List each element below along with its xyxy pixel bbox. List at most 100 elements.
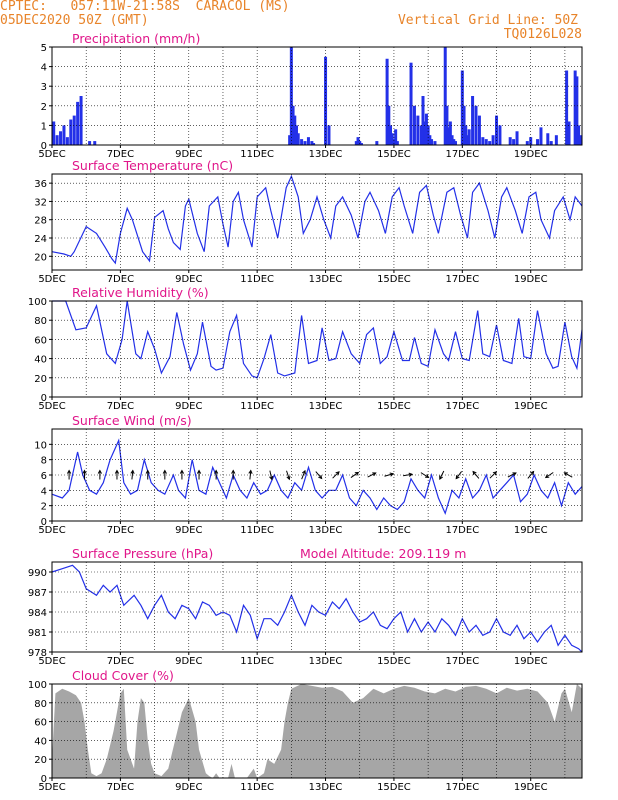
precip-bar xyxy=(300,139,304,145)
xtick-label: 15DEC xyxy=(377,782,411,793)
ytick-label: 32 xyxy=(34,197,47,208)
plot-frame xyxy=(51,173,583,271)
precip-bar xyxy=(498,125,502,145)
xtick-label: 9DEC xyxy=(175,656,202,667)
precip-bar xyxy=(375,141,379,145)
xtick-label: 15DEC xyxy=(377,274,411,285)
precip-bar xyxy=(467,129,471,145)
wind-arrowhead xyxy=(231,469,236,474)
precip-bar xyxy=(481,137,485,145)
header-code: TQ0126L028 xyxy=(503,27,582,42)
ytick-label: 28 xyxy=(34,216,47,227)
ytick-label: 100 xyxy=(28,297,47,308)
ytick-label: 0 xyxy=(41,141,47,152)
wind-arrowhead xyxy=(439,475,443,480)
xtick-label: 13DEC xyxy=(309,149,343,160)
ytick-label: 40 xyxy=(34,355,47,366)
precip-bar xyxy=(546,133,550,145)
precip-bar xyxy=(464,125,468,145)
header-station: CPTEC: 057:11W-21:58S CARACOL (MS) xyxy=(0,0,290,14)
xtick-label: 7DEC xyxy=(107,525,134,536)
wind-arrowhead xyxy=(335,471,340,476)
ytick-label: 10 xyxy=(34,440,47,451)
xtick-label: 13DEC xyxy=(309,401,343,412)
precip-bar xyxy=(288,135,292,145)
wind-arrowhead xyxy=(286,475,291,481)
precip-bar xyxy=(65,137,69,145)
xtick-label: 7DEC xyxy=(107,656,134,667)
ytick-label: 3 xyxy=(41,82,47,93)
precip-bar xyxy=(55,135,59,145)
xtick-label: 17DEC xyxy=(445,149,479,160)
precip-bar xyxy=(52,121,56,145)
precip-bar xyxy=(62,125,66,145)
panel-subtitle: Model Altitude: 209.119 m xyxy=(300,546,466,561)
plot-frame xyxy=(51,46,583,146)
wind-arrowhead xyxy=(455,475,460,480)
xtick-label: 19DEC xyxy=(514,149,548,160)
xtick-label: 15DEC xyxy=(377,656,411,667)
xtick-label: 7DEC xyxy=(107,401,134,412)
wind-arrow xyxy=(367,472,376,478)
precip-bar xyxy=(293,115,297,145)
precip-bar xyxy=(565,70,569,145)
precip-bar xyxy=(426,125,430,145)
wind-arrowhead xyxy=(130,469,135,474)
xtick-label: 13DEC xyxy=(309,656,343,667)
ytick-label: 1 xyxy=(41,121,47,132)
xtick-label: 17DEC xyxy=(445,656,479,667)
precip-bar xyxy=(421,96,425,145)
wind-arrowhead xyxy=(214,469,219,474)
xtick-label: 11DEC xyxy=(240,525,274,536)
series-line-4 xyxy=(51,564,583,653)
header-datetime: 05DEC2020 50Z (GMT) xyxy=(0,13,149,28)
panel-title: Surface Pressure (hPa) xyxy=(72,546,213,561)
precip-bar xyxy=(433,141,437,145)
precip-bar xyxy=(327,125,331,145)
precip-bar xyxy=(59,131,63,145)
precip-bar xyxy=(294,125,298,145)
wind-arrow xyxy=(301,470,306,480)
ytick-label: 6 xyxy=(41,471,47,482)
wind-arrowhead xyxy=(389,472,395,477)
xtick-label: 11DEC xyxy=(240,401,274,412)
wind-arrow xyxy=(286,470,290,480)
xtick-label: 19DEC xyxy=(514,274,548,285)
precip-bar xyxy=(312,143,316,145)
ytick-label: 60 xyxy=(34,335,47,346)
precip-bar xyxy=(443,47,447,145)
precip-bar xyxy=(448,121,452,145)
panel-title: Surface Temperature (nC) xyxy=(72,158,233,173)
precip-bar xyxy=(72,115,76,145)
precip-bar xyxy=(359,143,363,145)
xtick-label: 7DEC xyxy=(107,782,134,793)
plot-frame xyxy=(51,683,583,779)
precip-bar xyxy=(573,70,577,145)
xtick-label: 19DEC xyxy=(514,401,548,412)
wind-arrow xyxy=(315,471,323,479)
ytick-label: 2 xyxy=(41,102,47,113)
precip-bar xyxy=(525,141,529,145)
wind-arrowhead xyxy=(66,469,72,474)
wind-arrowhead xyxy=(408,472,414,477)
wind-arrowhead xyxy=(248,469,253,474)
precip-bar xyxy=(310,141,314,145)
precip-bar xyxy=(394,129,398,145)
xtick-label: 17DEC xyxy=(445,401,479,412)
xtick-label: 5DEC xyxy=(38,525,65,536)
ytick-label: 20 xyxy=(34,252,47,263)
ytick-label: 20 xyxy=(34,374,47,385)
xtick-label: 17DEC xyxy=(445,274,479,285)
xtick-label: 13DEC xyxy=(309,274,343,285)
precip-bar xyxy=(539,127,543,145)
wind-arrow xyxy=(403,473,413,477)
precip-bar xyxy=(471,96,475,145)
precip-bar xyxy=(554,135,558,145)
wind-arrow xyxy=(269,470,273,480)
xtick-label: 17DEC xyxy=(445,525,479,536)
precip-bar xyxy=(93,141,97,145)
ytick-label: 990 xyxy=(28,568,47,579)
precip-bar xyxy=(529,137,533,145)
wind-arrowhead xyxy=(301,469,306,475)
wind-arrow xyxy=(545,472,554,478)
